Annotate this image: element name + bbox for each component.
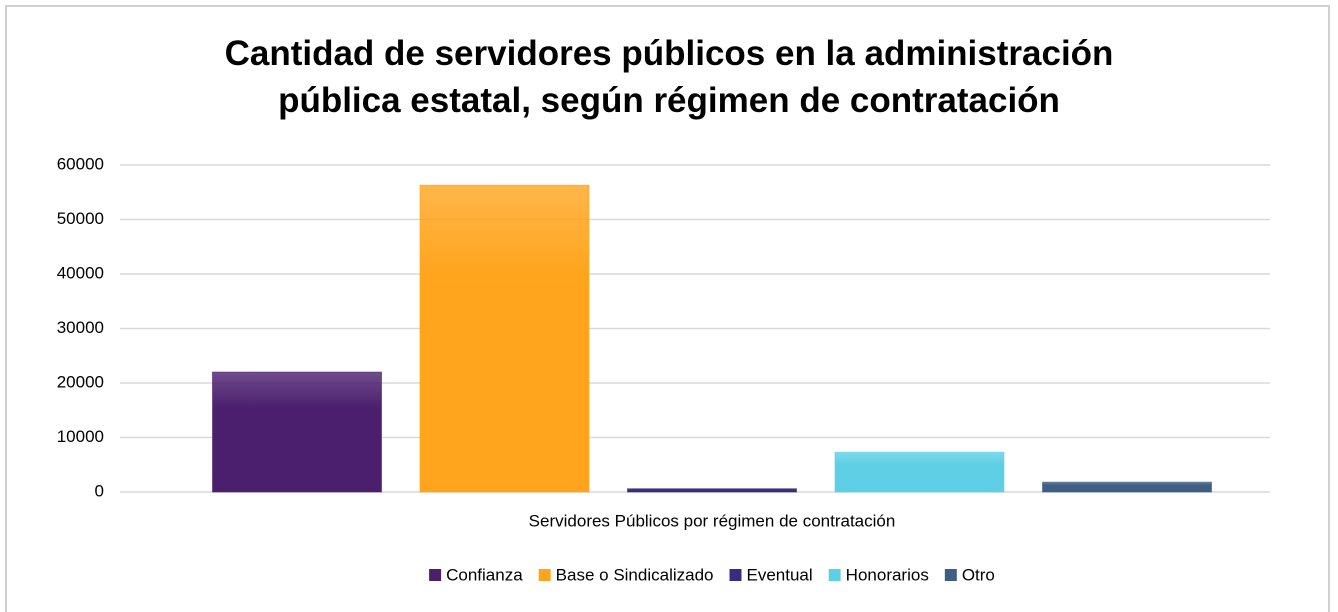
legend-label: Honorarios xyxy=(846,565,929,584)
legend-swatch xyxy=(944,569,957,581)
bar xyxy=(419,184,590,493)
bar xyxy=(627,488,797,493)
legend-label: Eventual xyxy=(747,565,813,584)
y-tick-label: 50000 xyxy=(57,209,104,228)
legend-swatch xyxy=(828,569,841,581)
y-tick-label: 0 xyxy=(95,481,104,500)
y-tick-label: 60000 xyxy=(57,154,104,173)
legend-label: Base o Sindicalizado xyxy=(556,565,714,584)
legend-swatch xyxy=(538,569,551,581)
legend-swatch xyxy=(729,569,742,581)
chart-title: Cantidad de servidores públicos en la ad… xyxy=(224,34,1114,120)
y-tick-label: 30000 xyxy=(57,318,104,337)
y-tick-label: 10000 xyxy=(57,427,104,446)
x-tick-label: Servidores Públicos por régimen de contr… xyxy=(529,511,896,530)
legend-label: Confianza xyxy=(446,565,523,584)
bar xyxy=(1042,481,1212,493)
legend-swatch xyxy=(429,569,442,581)
bar xyxy=(834,451,1005,493)
y-tick-label: 20000 xyxy=(57,372,104,391)
legend-label: Otro xyxy=(962,565,995,584)
bar xyxy=(212,371,382,493)
chart-frame xyxy=(5,5,1330,612)
y-tick-label: 40000 xyxy=(57,263,104,282)
